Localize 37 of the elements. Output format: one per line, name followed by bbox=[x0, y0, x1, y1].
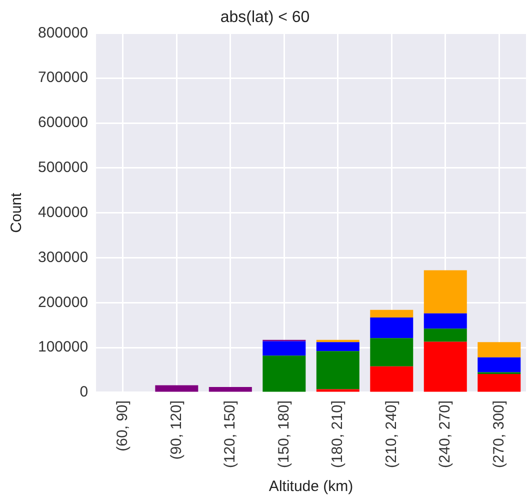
x-axis-title: Altitude (km) bbox=[268, 478, 354, 496]
y-axis-title: Count bbox=[8, 192, 26, 233]
y-tick-label: 200000 bbox=[38, 294, 88, 311]
x-tick-label: (270, 300] bbox=[490, 400, 508, 468]
y-tick-label: 500000 bbox=[38, 159, 88, 176]
x-tick-label: (240, 270] bbox=[436, 400, 454, 468]
x-tick-label: (90, 120] bbox=[168, 400, 185, 460]
bar bbox=[208, 387, 252, 392]
bar bbox=[316, 342, 360, 352]
bar bbox=[316, 351, 360, 390]
bar bbox=[424, 328, 467, 342]
y-tick-label: 600000 bbox=[38, 114, 88, 132]
x-tick-label: (150, 180] bbox=[275, 400, 292, 468]
bar bbox=[424, 342, 467, 392]
bar bbox=[370, 338, 414, 366]
bar bbox=[424, 313, 467, 329]
y-tick-label: 800000 bbox=[38, 24, 88, 42]
bar bbox=[424, 270, 467, 314]
bar bbox=[478, 374, 521, 392]
y-tick-label: 0 bbox=[80, 384, 88, 401]
bar bbox=[155, 385, 198, 392]
bar bbox=[478, 357, 521, 372]
x-tick-label: (60, 90] bbox=[114, 400, 132, 452]
x-tick-label: (180, 210] bbox=[329, 400, 346, 468]
x-tick-label: (210, 240] bbox=[382, 400, 400, 468]
bar bbox=[478, 342, 521, 358]
y-tick-label: 300000 bbox=[38, 248, 88, 266]
bar bbox=[370, 310, 414, 318]
y-tick-label: 400000 bbox=[38, 204, 88, 221]
bar bbox=[370, 366, 414, 392]
y-tick-label: 700000 bbox=[38, 69, 88, 86]
bar bbox=[262, 356, 306, 392]
bar bbox=[262, 341, 306, 356]
chart-title: abs(lat) < 60 bbox=[220, 9, 310, 26]
bar bbox=[370, 317, 414, 338]
y-tick-label: 100000 bbox=[38, 338, 88, 356]
x-tick-label: (120, 150] bbox=[222, 400, 239, 468]
